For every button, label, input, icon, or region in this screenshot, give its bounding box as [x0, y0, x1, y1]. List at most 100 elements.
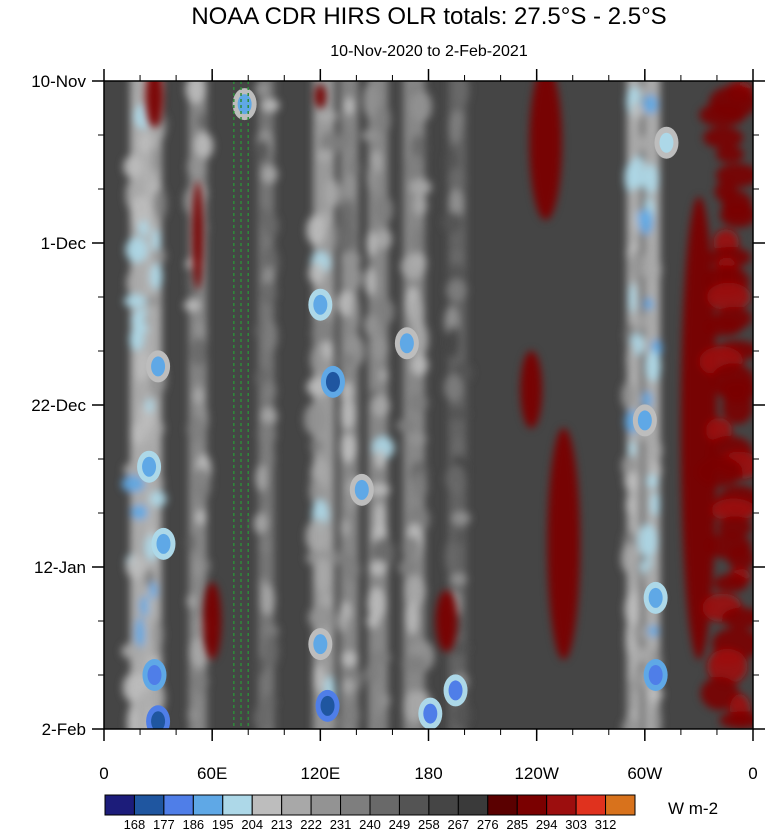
- olr-cell-inner: [648, 665, 663, 685]
- olr-texture: [344, 97, 355, 115]
- olr-texture: [257, 421, 277, 447]
- olr-dry-strip: [707, 648, 748, 685]
- olr-texture: [196, 112, 208, 131]
- olr-texture: [260, 585, 275, 616]
- olr-texture: [637, 135, 655, 152]
- colorbar-swatch: [398, 794, 430, 816]
- olr-texture: [316, 149, 334, 162]
- olr-texture: [308, 605, 335, 631]
- olr-texture: [645, 350, 662, 382]
- olr-texture: [625, 621, 633, 657]
- olr-cell-inner: [448, 680, 463, 701]
- olr-texture: [621, 454, 638, 478]
- olr-texture: [364, 267, 376, 297]
- olr-dry-region: [145, 81, 164, 128]
- olr-texture: [130, 504, 149, 520]
- colorbar-swatch: [192, 794, 224, 816]
- olr-dry-strip: [711, 498, 753, 522]
- olr-texture: [259, 445, 275, 472]
- olr-texture: [145, 294, 161, 308]
- olr-texture: [125, 555, 146, 579]
- olr-texture: [316, 109, 338, 123]
- olr-texture: [343, 262, 363, 292]
- olr-texture: [313, 664, 325, 693]
- olr-texture: [441, 211, 463, 234]
- olr-texture: [151, 618, 164, 651]
- olr-texture: [413, 194, 428, 216]
- olr-texture: [624, 472, 640, 491]
- olr-texture: [195, 509, 207, 525]
- olr-dry-strip: [713, 574, 748, 593]
- olr-texture: [253, 704, 271, 729]
- olr-texture: [309, 345, 325, 374]
- colorbar-swatch: [340, 794, 371, 816]
- olr-dry-strip: [703, 317, 743, 337]
- olr-texture: [121, 475, 146, 493]
- olr-texture: [621, 717, 639, 729]
- olr-texture: [366, 614, 380, 629]
- olr-texture: [132, 380, 152, 405]
- x-tick-label: 0: [748, 764, 757, 783]
- olr-cell-inner: [637, 410, 652, 431]
- olr-texture: [340, 519, 350, 537]
- olr-texture: [313, 557, 332, 593]
- olr-texture: [633, 665, 645, 693]
- colorbar-swatch: [605, 794, 636, 816]
- x-tick-label: 60W: [627, 764, 662, 783]
- olr-texture: [642, 164, 659, 194]
- y-tick-label: 10-Nov: [31, 72, 86, 91]
- olr-texture: [400, 253, 427, 280]
- olr-texture: [452, 701, 471, 728]
- olr-dry-region: [547, 428, 580, 660]
- olr-texture: [340, 651, 358, 667]
- y-tick-label: 22-Dec: [31, 396, 86, 415]
- olr-band: [258, 81, 275, 729]
- olr-texture: [183, 299, 201, 312]
- olr-texture: [149, 581, 158, 600]
- olr-texture: [624, 591, 640, 627]
- olr-texture: [371, 394, 391, 417]
- olr-dry-strip: [720, 202, 753, 228]
- olr-texture: [123, 155, 143, 179]
- olr-cell-inner: [320, 695, 335, 716]
- olr-dry-strip: [717, 516, 752, 538]
- olr-texture: [334, 219, 356, 255]
- olr-texture: [411, 472, 428, 502]
- olr-texture: [364, 663, 381, 685]
- colorbar-label: 213: [271, 817, 293, 830]
- olr-texture: [255, 656, 265, 676]
- olr-texture: [369, 650, 392, 665]
- colorbar-label: 177: [153, 817, 175, 830]
- olr-texture: [263, 623, 279, 639]
- olr-texture: [621, 381, 636, 410]
- colorbar-swatch: [369, 794, 400, 816]
- olr-bands: [121, 81, 664, 729]
- olr-texture: [126, 270, 140, 296]
- olr-texture: [122, 673, 144, 702]
- colorbar-swatch: [104, 794, 135, 816]
- reference-lines: [233, 81, 249, 729]
- olr-cell-inner: [147, 665, 162, 685]
- olr-texture: [342, 678, 355, 694]
- olr-texture: [646, 436, 663, 465]
- olr-texture: [255, 464, 268, 492]
- colorbar-label: 312: [595, 817, 617, 830]
- x-axis: 0 60E 120E 180 120W 60W 0: [99, 69, 758, 783]
- olr-texture: [135, 349, 149, 384]
- olr-texture: [341, 251, 362, 268]
- olr-texture: [123, 294, 147, 308]
- olr-cell-inner: [151, 711, 166, 729]
- x-tick-label: 60E: [197, 764, 227, 783]
- olr-texture: [129, 328, 145, 351]
- olr-texture: [447, 167, 465, 192]
- x-tick-label: 120E: [300, 764, 340, 783]
- colorbar-swatch: [546, 794, 577, 816]
- olr-dry-strip: [715, 145, 744, 163]
- olr-texture: [451, 511, 471, 526]
- olr-texture: [134, 617, 145, 651]
- olr-texture: [324, 178, 340, 209]
- olr-texture: [311, 315, 335, 351]
- olr-texture: [149, 325, 158, 357]
- olr-texture: [261, 165, 278, 184]
- colorbar-swatch: [487, 794, 518, 816]
